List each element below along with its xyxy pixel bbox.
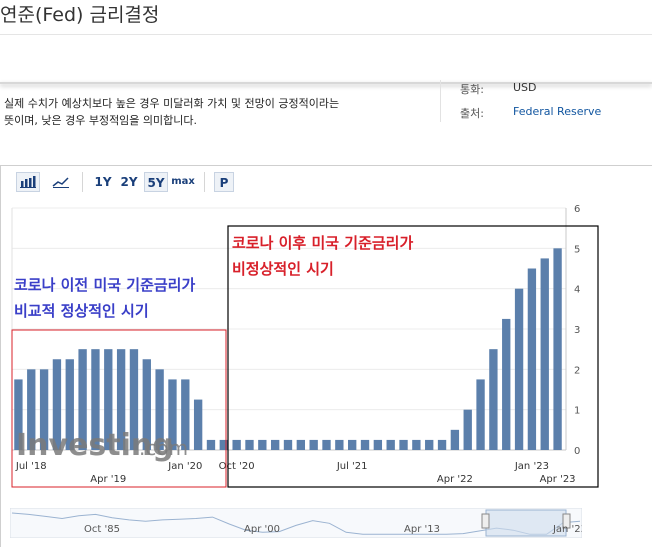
bar xyxy=(399,439,408,450)
bar xyxy=(527,268,537,450)
range-max-button[interactable]: max xyxy=(171,176,195,187)
bar-chart-icon[interactable] xyxy=(16,172,40,192)
bar xyxy=(27,369,36,450)
bar xyxy=(142,359,151,450)
watermark-brand: Investing xyxy=(16,428,174,463)
bar xyxy=(91,349,100,450)
bar xyxy=(437,439,447,450)
range-5y-button[interactable]: 5Y xyxy=(144,172,168,192)
navigator-label: Jan '23 xyxy=(552,524,582,535)
bar xyxy=(181,379,190,450)
bar xyxy=(309,439,318,450)
page-title: 연준(Fed) 금리결정 xyxy=(0,4,160,26)
x-tick-label: Jul '21 xyxy=(336,461,368,472)
bar xyxy=(425,439,434,450)
bar xyxy=(39,369,49,450)
range-1y-button[interactable]: 1Y xyxy=(94,175,112,189)
description-line: 실제 수치가 예상치보다 높은 경우 미달러화 가치 및 전망이 긍정적이라는 xyxy=(4,97,340,110)
bar xyxy=(489,349,498,450)
bar xyxy=(104,349,113,450)
y-tick-label: 0 xyxy=(574,446,580,457)
source-label: 출처: xyxy=(460,107,484,120)
pre-covid-box xyxy=(11,329,227,488)
range-navigator[interactable]: Oct '85 Apr '00 Apr '13 Jan '23 xyxy=(10,508,582,538)
pre-covid-label-line1: 코로나 이전 미국 기준금리가 xyxy=(14,276,195,294)
divider xyxy=(0,34,652,35)
bar xyxy=(193,399,203,450)
source-link[interactable]: Federal Reserve xyxy=(513,105,602,118)
bar xyxy=(296,439,306,450)
y-tick-label: 4 xyxy=(574,285,580,296)
meta-separator xyxy=(440,80,441,122)
navigator-left-handle[interactable] xyxy=(481,513,490,529)
chart-frame xyxy=(0,165,652,547)
bar xyxy=(270,439,280,450)
y-tick-label: 6 xyxy=(574,204,580,215)
pre-covid-label-line2: 비교적 정상적인 시기 xyxy=(14,302,149,320)
x-tick-label: Jul '18 xyxy=(15,461,47,472)
bar xyxy=(450,429,460,450)
x-tick-label: Apr '23 xyxy=(540,474,576,485)
description: 실제 수치가 예상치보다 높은 경우 미달러화 가치 및 전망이 긍정적이라는 … xyxy=(4,95,414,129)
y-tick-label: 3 xyxy=(574,325,580,336)
bar xyxy=(514,288,524,450)
bar xyxy=(386,439,395,450)
bar xyxy=(65,359,74,450)
bar xyxy=(553,248,562,450)
navigator-label: Oct '85 xyxy=(84,524,120,535)
post-covid-label-line1: 코로나 이후 미국 기준금리가 xyxy=(232,234,413,252)
bar xyxy=(502,318,511,450)
watermark-suffix: .com xyxy=(139,436,188,460)
bar xyxy=(206,439,216,450)
x-tick-label: Jan '23 xyxy=(514,461,549,472)
navigator-right-handle[interactable] xyxy=(562,513,571,529)
toolbar-separator xyxy=(204,172,205,192)
bar xyxy=(168,379,177,450)
header-shadow xyxy=(0,82,652,84)
range-2y-button[interactable]: 2Y xyxy=(120,175,138,189)
bar xyxy=(476,379,485,450)
toolbar-separator xyxy=(82,172,83,192)
y-tick-label: 2 xyxy=(574,365,580,376)
bar xyxy=(155,369,164,450)
bar xyxy=(373,439,383,450)
x-tick-label: Apr '19 xyxy=(90,474,126,485)
line-chart-icon[interactable] xyxy=(49,172,73,192)
x-tick-label: Apr '22 xyxy=(437,474,473,485)
bar xyxy=(335,439,344,450)
x-tick-label: Oct '20 xyxy=(219,461,255,472)
post-covid-box xyxy=(227,225,599,488)
navigator-label: Apr '00 xyxy=(244,524,280,535)
y-tick-label: 1 xyxy=(574,406,580,417)
description-line: 뜻이며, 낮은 경우 부정적임을 의미합니다. xyxy=(4,114,198,127)
p-button[interactable]: P xyxy=(214,172,234,192)
post-covid-label-line2: 비정상적인 시기 xyxy=(232,260,334,278)
bar xyxy=(116,349,126,450)
bar xyxy=(360,439,370,450)
currency-value: USD xyxy=(513,81,537,94)
bar xyxy=(348,439,357,450)
bar xyxy=(78,349,87,450)
y-tick-label: 5 xyxy=(574,244,580,255)
bar xyxy=(258,439,267,450)
bar xyxy=(14,379,23,450)
bar xyxy=(283,439,293,450)
bar xyxy=(232,439,241,450)
bar xyxy=(463,409,472,450)
navigator-label: Apr '13 xyxy=(404,524,440,535)
x-tick-label: Jan '20 xyxy=(167,461,202,472)
bar xyxy=(322,439,331,450)
bar xyxy=(540,258,549,450)
bar xyxy=(52,359,62,450)
bar xyxy=(245,439,254,450)
bar xyxy=(129,349,139,450)
bar xyxy=(412,439,421,450)
currency-label: 통화: xyxy=(460,83,484,96)
bar xyxy=(219,439,228,450)
